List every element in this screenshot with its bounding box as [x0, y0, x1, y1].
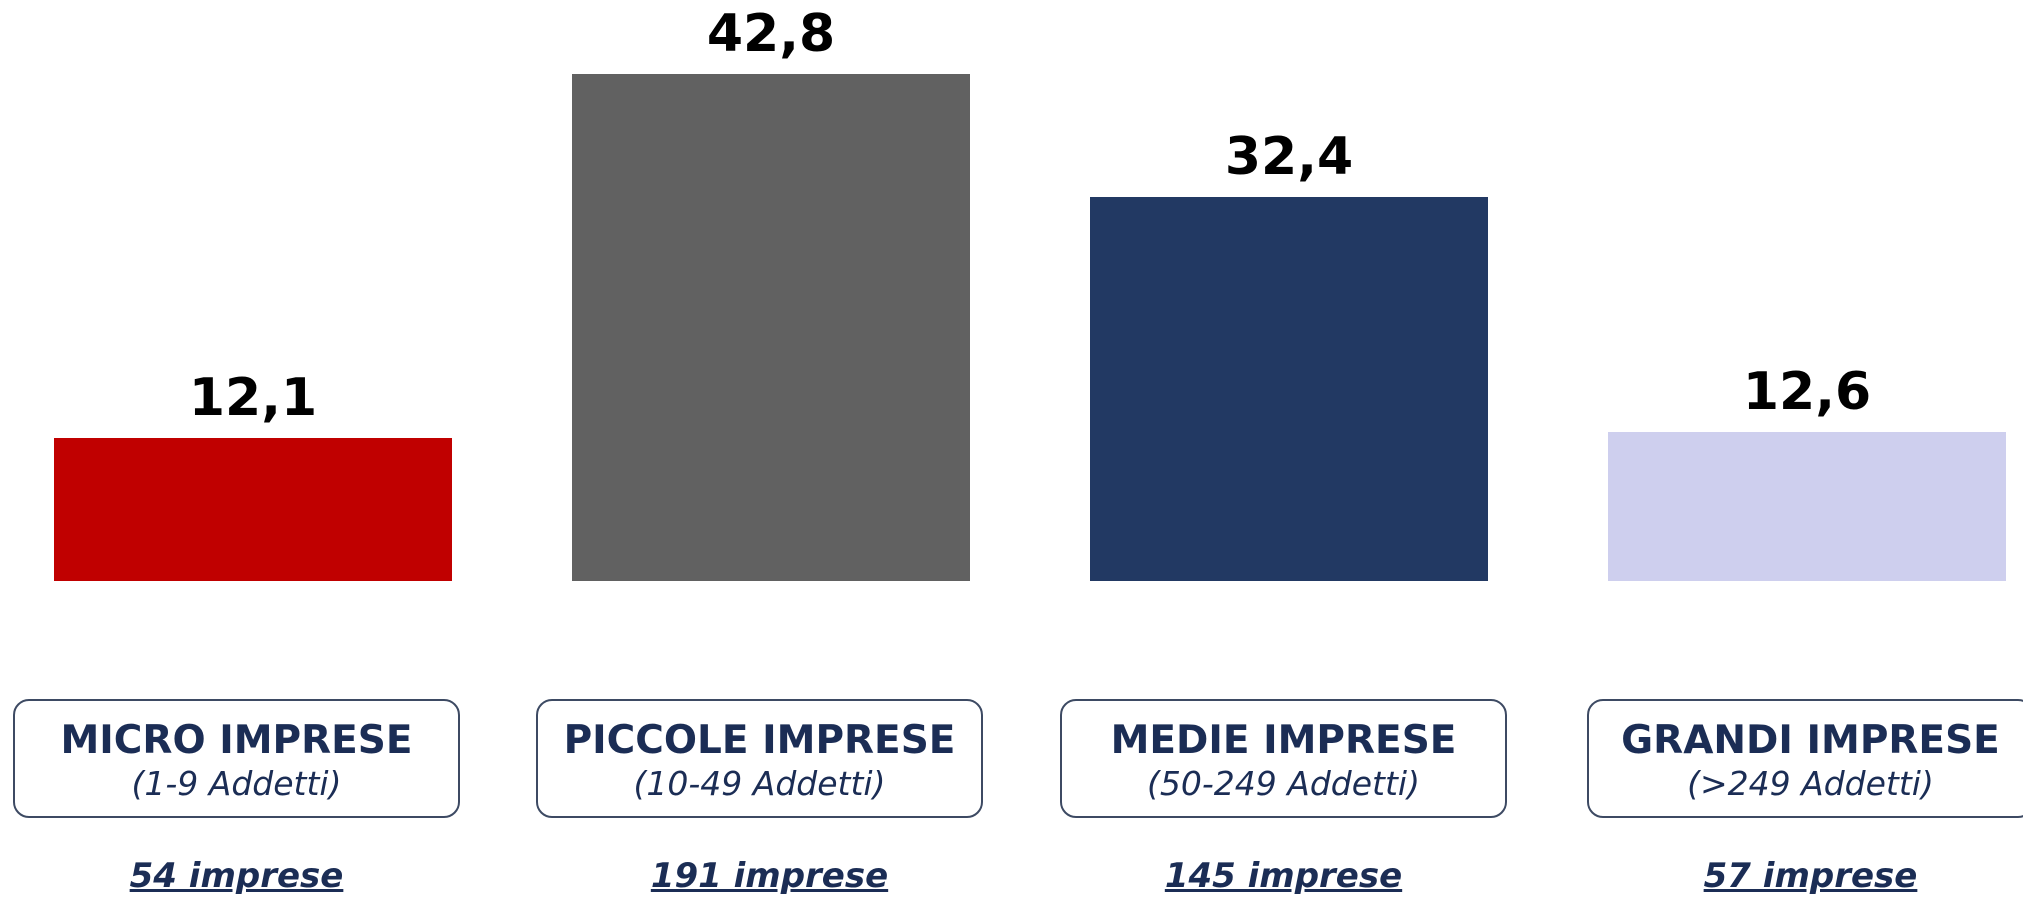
count-link-piccole-imprese[interactable]: 191 imprese — [650, 856, 889, 896]
value-label-piccole-imprese: 42,8 — [706, 4, 836, 64]
category-name: GRANDI IMPRESE — [1621, 718, 2000, 763]
category-box-medie-imprese: MEDIE IMPRESE (50-249 Addetti) — [1060, 699, 1507, 818]
count-link-micro-imprese[interactable]: 54 imprese — [129, 856, 344, 896]
category-range: (1-9 Addetti) — [131, 763, 342, 803]
value-label-medie-imprese: 32,4 — [1224, 127, 1354, 188]
bar-chart: 12,1 42,8 32,4 12,6 — [54, 4, 2006, 581]
count-link-grandi-imprese[interactable]: 57 imprese — [1703, 856, 1918, 896]
value-label-grandi-imprese: 12,6 — [1742, 361, 1872, 422]
category-box-micro-imprese: MICRO IMPRESE (1-9 Addetti) — [13, 699, 460, 818]
count-link-medie-imprese[interactable]: 145 imprese — [1164, 856, 1403, 896]
category-name: PICCOLE IMPRESE — [563, 718, 956, 763]
category-name: MEDIE IMPRESE — [1110, 718, 1457, 763]
bar-grandi-imprese — [1608, 431, 2006, 581]
category-name: MICRO IMPRESE — [60, 718, 413, 763]
category-range: (>249 Addetti) — [1687, 763, 1934, 803]
category-range: (10-49 Addetti) — [633, 763, 886, 803]
value-label-micro-imprese: 12,1 — [188, 367, 318, 428]
category-box-grandi-imprese: GRANDI IMPRESE (>249 Addetti) — [1587, 699, 2023, 818]
category-box-piccole-imprese: PICCOLE IMPRESE (10-49 Addetti) — [536, 699, 983, 818]
bar-micro-imprese — [54, 437, 452, 581]
bar-medie-imprese — [1090, 197, 1488, 581]
bar-piccole-imprese — [572, 74, 970, 581]
category-range: (50-249 Addetti) — [1147, 763, 1420, 803]
